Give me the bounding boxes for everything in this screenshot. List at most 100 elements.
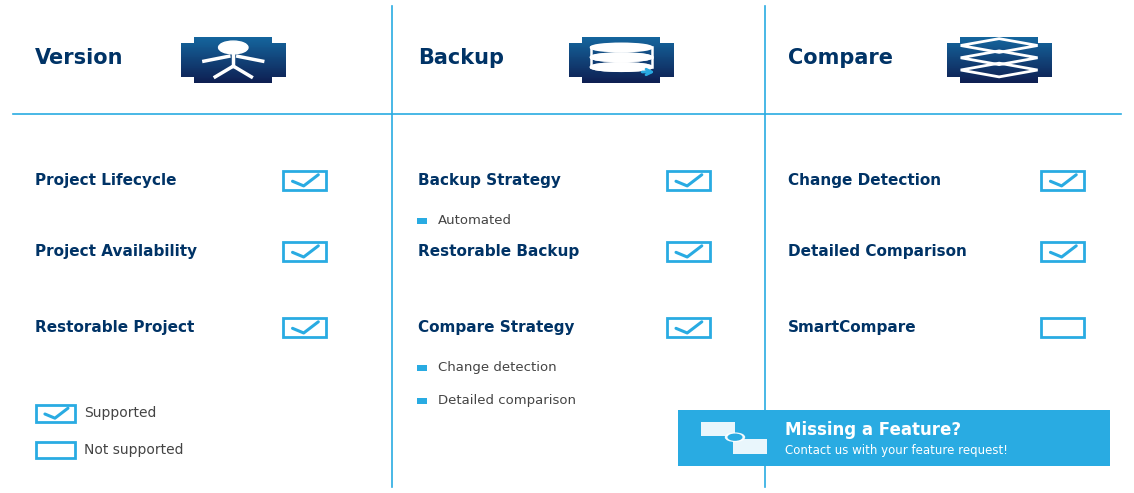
Ellipse shape [591, 53, 652, 61]
FancyBboxPatch shape [660, 77, 674, 83]
FancyBboxPatch shape [568, 37, 582, 43]
Ellipse shape [591, 53, 652, 61]
FancyBboxPatch shape [660, 37, 674, 43]
Bar [568, 53, 674, 54]
Bar [180, 54, 286, 55]
Bar [568, 40, 674, 41]
Bar [180, 40, 286, 41]
Ellipse shape [591, 63, 652, 71]
Text: Backup Strategy: Backup Strategy [417, 173, 560, 188]
Bar [180, 39, 286, 40]
Bar [947, 79, 1051, 80]
Text: SmartCompare: SmartCompare [788, 320, 916, 335]
Bar [947, 57, 1051, 58]
Text: Backup: Backup [417, 48, 503, 68]
Bar [568, 48, 674, 49]
Text: Supported: Supported [84, 406, 156, 420]
Bar [180, 82, 286, 83]
FancyBboxPatch shape [667, 242, 710, 261]
Bar [180, 45, 286, 46]
Bar [947, 80, 1051, 81]
Bar [947, 39, 1051, 40]
Bar [568, 38, 674, 39]
Bar [947, 55, 1051, 56]
Bar [568, 67, 674, 68]
Bar [947, 78, 1051, 79]
Bar [568, 37, 674, 38]
FancyBboxPatch shape [284, 171, 327, 190]
Bar [568, 78, 674, 79]
FancyBboxPatch shape [667, 318, 710, 337]
Text: Version: Version [35, 48, 124, 68]
Bar [180, 66, 286, 67]
Text: Change detection: Change detection [438, 361, 557, 374]
Bar [568, 51, 674, 52]
Bar [180, 59, 286, 60]
Bar [947, 46, 1051, 47]
Bar [947, 44, 1051, 45]
Bar [180, 69, 286, 70]
Bar [568, 82, 674, 83]
Bar [180, 79, 286, 80]
Bar [180, 76, 286, 77]
Bar [180, 61, 286, 62]
Bar [947, 76, 1051, 77]
Bar [180, 75, 286, 76]
Bar [947, 63, 1051, 64]
Bar [568, 63, 674, 64]
Bar [734, 439, 768, 454]
Bar [180, 51, 286, 52]
Bar [568, 75, 674, 76]
Bar [180, 55, 286, 56]
Bar [180, 78, 286, 79]
Bar [180, 43, 286, 44]
Ellipse shape [591, 63, 652, 71]
FancyBboxPatch shape [272, 37, 286, 43]
Bar [947, 43, 1051, 44]
Bar [180, 58, 286, 59]
Bar [180, 37, 286, 38]
Bar [416, 218, 426, 224]
Bar [947, 37, 1051, 38]
Bar [180, 53, 286, 54]
Bar [180, 74, 286, 75]
Bar [568, 44, 674, 45]
Bar [947, 67, 1051, 68]
Bar [180, 41, 286, 42]
Bar [947, 65, 1051, 66]
FancyBboxPatch shape [667, 171, 710, 190]
FancyBboxPatch shape [568, 77, 582, 83]
Text: Contact us with your feature request!: Contact us with your feature request! [786, 444, 1008, 457]
Bar [947, 53, 1051, 54]
Bar [568, 49, 674, 50]
Bar [180, 57, 286, 58]
FancyBboxPatch shape [1038, 37, 1051, 43]
FancyBboxPatch shape [947, 37, 960, 43]
Bar [568, 81, 674, 82]
Bar [568, 45, 674, 46]
Bar [947, 82, 1051, 83]
Bar [180, 80, 286, 81]
Bar [568, 41, 674, 42]
Bar [180, 48, 286, 49]
Bar [568, 80, 674, 81]
Bar [947, 74, 1051, 75]
Bar [947, 77, 1051, 78]
Bar [180, 60, 286, 61]
Bar [568, 70, 674, 71]
Bar [947, 69, 1051, 70]
Circle shape [219, 41, 248, 54]
Bar [947, 52, 1051, 53]
Bar [947, 75, 1051, 76]
Bar [947, 70, 1051, 71]
Bar [180, 77, 286, 78]
Bar [568, 71, 674, 72]
Bar [947, 61, 1051, 62]
Bar [568, 60, 674, 61]
Bar [568, 47, 674, 48]
Bar [947, 72, 1051, 73]
Bar [180, 62, 286, 63]
Text: Restorable Project: Restorable Project [35, 320, 195, 335]
FancyBboxPatch shape [1041, 318, 1084, 337]
Text: Not supported: Not supported [84, 443, 184, 457]
